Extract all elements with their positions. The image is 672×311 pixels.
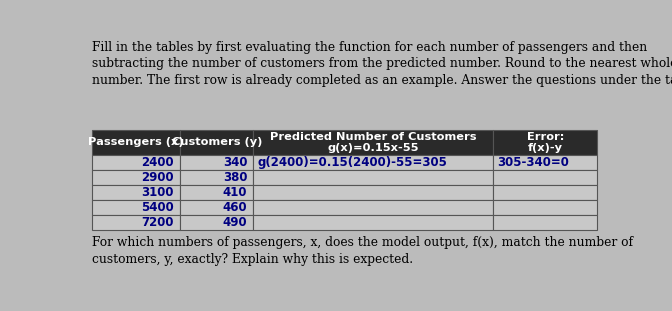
Bar: [180, 155, 253, 170]
Bar: [493, 129, 597, 155]
Bar: [253, 129, 493, 155]
Bar: [493, 170, 597, 185]
Bar: [493, 185, 597, 200]
Bar: [92, 185, 180, 200]
Text: 410: 410: [222, 186, 247, 199]
Bar: [92, 129, 180, 155]
Text: 2900: 2900: [141, 171, 174, 184]
Text: 7200: 7200: [142, 216, 174, 229]
Text: Error:
f(x)-y: Error: f(x)-y: [527, 132, 564, 153]
Bar: [253, 185, 493, 200]
Text: g(2400)=0.15(2400)-55=305: g(2400)=0.15(2400)-55=305: [257, 156, 448, 169]
Text: 340: 340: [222, 156, 247, 169]
Bar: [253, 155, 493, 170]
Text: Passengers (x): Passengers (x): [88, 137, 184, 147]
Bar: [180, 185, 253, 200]
Text: Fill in the tables by first evaluating the function for each number of passenger: Fill in the tables by first evaluating t…: [92, 41, 672, 87]
Bar: [92, 200, 180, 215]
Text: 380: 380: [222, 171, 247, 184]
Text: 5400: 5400: [141, 201, 174, 214]
Text: 2400: 2400: [141, 156, 174, 169]
Bar: [92, 170, 180, 185]
Bar: [180, 215, 253, 230]
Bar: [180, 170, 253, 185]
Bar: [180, 129, 253, 155]
Bar: [253, 200, 493, 215]
Text: 3100: 3100: [142, 186, 174, 199]
Text: Customers (y): Customers (y): [171, 137, 262, 147]
Bar: [493, 200, 597, 215]
Text: 305-340=0: 305-340=0: [497, 156, 569, 169]
Text: Predicted Number of Customers
g(x)=0.15x-55: Predicted Number of Customers g(x)=0.15x…: [270, 132, 476, 153]
Bar: [92, 215, 180, 230]
Text: For which numbers of passengers, x, does the model output, f(x), match the numbe: For which numbers of passengers, x, does…: [92, 236, 633, 266]
Bar: [253, 170, 493, 185]
Text: 490: 490: [222, 216, 247, 229]
Bar: [493, 215, 597, 230]
Bar: [493, 155, 597, 170]
Bar: [92, 155, 180, 170]
Text: 460: 460: [222, 201, 247, 214]
Bar: [180, 200, 253, 215]
Bar: [253, 215, 493, 230]
